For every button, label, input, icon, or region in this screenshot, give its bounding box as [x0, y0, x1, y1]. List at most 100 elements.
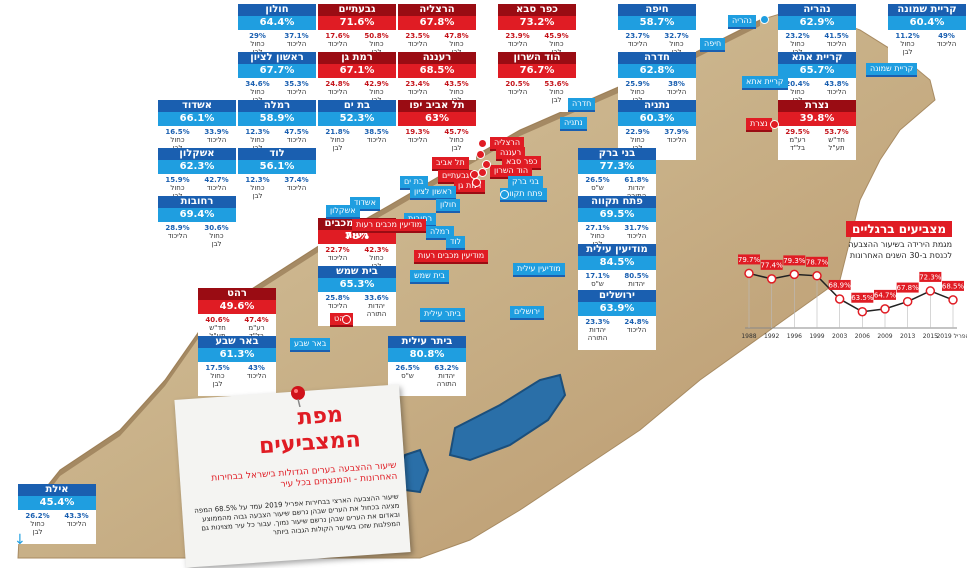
- top-party: 42.7% הליכוד: [197, 176, 236, 192]
- pushpin-icon: [291, 386, 305, 407]
- city-card: תל אביב יפו 63% 45.7% כחול לבן 19.3% הליכוד: [398, 100, 476, 160]
- party-name: יהדות: [628, 184, 645, 192]
- city-name: אילת: [18, 484, 96, 496]
- party-share: 38.5%: [364, 128, 389, 136]
- party-name: כחול: [549, 88, 564, 96]
- party-name: הליכוד: [286, 184, 307, 192]
- party-name: כחול: [369, 40, 384, 48]
- second-party: 25.8% הליכוד: [318, 294, 357, 310]
- party-share: 24.8%: [624, 318, 649, 326]
- arrow-down-icon: ↓: [14, 532, 26, 548]
- second-party: 23.9% הליכוד: [498, 32, 537, 48]
- party-share: 22.7%: [325, 246, 350, 254]
- second-party: 21.8% כחול לבן: [318, 128, 357, 152]
- top-party: 24.8% הליכוד: [617, 318, 656, 334]
- party-name: הליכוד: [286, 136, 307, 144]
- party-name: כחול: [250, 136, 265, 144]
- city-card: קריית שמונה 60.4% 49% הליכוד 11.2% כחול לבן: [888, 4, 966, 64]
- city-name: ירושלים: [578, 290, 656, 302]
- top-party: 30.6% כחול לבן: [197, 224, 236, 248]
- party-results: 53.7% חד"ש תע"ל 29.5% רע"מ בל"ד: [778, 126, 856, 160]
- party-share: 43.5%: [444, 80, 469, 88]
- second-party: 20.5% הליכוד: [498, 80, 537, 96]
- city-location-dot: [342, 315, 351, 324]
- data-point: [766, 274, 777, 284]
- top-party: 37.9% הליכוד: [657, 128, 696, 144]
- x-tick-label: 1996: [787, 333, 802, 340]
- turnout-percent: 62.3%: [158, 160, 236, 174]
- turnout-percent: 49.6%: [198, 300, 276, 314]
- city-name: נצרת: [778, 100, 856, 112]
- turnout-percent: 84.5%: [578, 256, 656, 270]
- party-share: 23.7%: [625, 32, 650, 40]
- data-point: [925, 286, 936, 296]
- party-name: כחול: [449, 136, 464, 144]
- turnout-percent: 63.9%: [578, 302, 656, 316]
- city-name: ביתר עילית: [388, 336, 466, 348]
- party-share: 38%: [668, 80, 685, 88]
- city-name: לוד: [238, 148, 316, 160]
- party-name-2: לבן: [212, 380, 223, 388]
- party-share: 31.7%: [624, 224, 649, 232]
- data-label-bg: [760, 259, 783, 270]
- city-name: חולון: [238, 4, 316, 16]
- city-location-dot: [472, 178, 481, 187]
- party-name: הליכוד: [206, 136, 227, 144]
- party-share: 20.4%: [785, 80, 810, 88]
- party-name: כחול: [669, 40, 684, 48]
- party-name: הליכוד: [366, 136, 387, 144]
- party-name-2: לבן: [451, 144, 462, 152]
- party-name: כחול: [449, 88, 464, 96]
- party-name: כחול: [250, 40, 265, 48]
- top-party: 33.9% הליכוד: [197, 128, 236, 144]
- party-share: 50.8%: [364, 32, 389, 40]
- city-name: חיפה: [618, 4, 696, 16]
- city-name: נתניה: [618, 100, 696, 112]
- party-share: 15.9%: [165, 176, 190, 184]
- party-name-2: תע"ל: [828, 144, 845, 152]
- party-share: 42.9%: [364, 80, 389, 88]
- party-share: 53.7%: [824, 128, 849, 136]
- party-name: כחול: [630, 136, 645, 144]
- second-party: 17.6% הליכוד: [318, 32, 357, 48]
- party-name: הליכוד: [327, 302, 348, 310]
- party-share: 49%: [938, 32, 955, 40]
- map-city-label: חולון: [436, 199, 461, 213]
- top-party: 31.7% הליכוד: [617, 224, 656, 240]
- party-name: הליכוד: [327, 254, 348, 262]
- party-name-2: התורה: [587, 334, 608, 342]
- data-label-bg: [806, 256, 828, 267]
- party-name: הליכוד: [407, 136, 428, 144]
- turnout-trend-chart: 79.7% 1988 77.4% 1992 79.3% 1996 78.7% 1999 68.9…: [738, 254, 967, 340]
- city-name: תל אביב יפו: [398, 100, 476, 112]
- turnout-percent: 62.9%: [778, 16, 856, 30]
- turnout-percent: 56.1%: [238, 160, 316, 174]
- party-results: 43.3% הליכוד 26.2% כחול לבן: [18, 510, 96, 544]
- party-share: 30.6%: [204, 224, 229, 232]
- party-name: ש"ס: [591, 184, 604, 192]
- party-name-2: לבן: [32, 528, 43, 536]
- party-name: כחול: [250, 88, 265, 96]
- top-party: 35.3% הליכוד: [277, 80, 316, 96]
- data-point: [948, 295, 958, 305]
- party-name: יהדות: [589, 326, 606, 334]
- party-name-2: בל"ד: [789, 144, 806, 152]
- party-share: 26.2%: [25, 512, 50, 520]
- city-location-dot: [478, 168, 487, 177]
- city-name: רמת גן: [318, 52, 396, 64]
- top-party: 37.1% הליכוד: [277, 32, 316, 48]
- data-label: 63.5%: [851, 294, 874, 302]
- party-share: 17.6%: [325, 32, 350, 40]
- trend-title: מצביעים ברגליים: [845, 221, 952, 237]
- party-share: 63.2%: [434, 364, 459, 372]
- map-city-label: נהריה: [728, 15, 756, 29]
- party-share: 37.9%: [664, 128, 689, 136]
- city-card: אילת 45.4% 43.3% הליכוד 26.2% כחול לבן: [18, 484, 96, 544]
- x-tick-label: 2009: [877, 333, 892, 340]
- party-name: רע"מ: [789, 136, 806, 144]
- city-card: בת ים 52.3% 38.5% הליכוד 21.8% כחול לבן: [318, 100, 396, 160]
- second-party: 28.9% הליכוד: [158, 224, 197, 240]
- map-city-label: פתח תקווה: [500, 188, 547, 202]
- party-name-2: לבן: [252, 192, 263, 200]
- second-party: 26.5% ש"ס: [578, 176, 617, 192]
